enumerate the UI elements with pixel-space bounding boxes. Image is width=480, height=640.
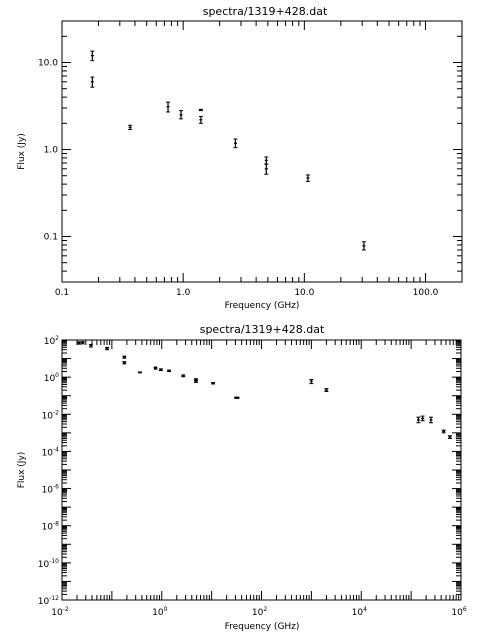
x-tick-label: 100 <box>152 606 167 618</box>
x-tick-label: 106 <box>451 606 466 618</box>
plot-frame <box>61 20 463 283</box>
y-tick-label: 10-6 <box>42 484 60 496</box>
y-tick-label: 10-10 <box>38 558 59 570</box>
y-tick-label: 100 <box>44 372 59 384</box>
data-series <box>90 50 366 251</box>
top-panel: spectra/1319+428.dat 0.1 1.0 10.0 100.0 0.1… <box>17 5 463 311</box>
y-tick-label: 10-4 <box>42 446 60 458</box>
y-tick-label: 10.0 <box>38 59 58 69</box>
y-tick-label: 10-12 <box>38 595 59 607</box>
y-tick-label: 0.1 <box>44 233 58 243</box>
x-tick-label: 10-2 <box>51 606 69 618</box>
y-tick-label: 10-2 <box>42 409 60 421</box>
bottom-panel: spectra/1319+428.dat 10-2 100 102 104 106 10… <box>17 323 467 632</box>
y-axis-ticks: 10-12 10-10 10-8 10-6 10-4 10-2 100 102 <box>38 335 461 607</box>
chart-title: spectra/1319+428.dat <box>203 5 328 18</box>
plot-frame <box>61 339 462 601</box>
y-tick-label: 1.0 <box>44 146 59 156</box>
y-axis-label: Flux (Jy) <box>17 133 27 170</box>
y-tick-label: 102 <box>44 335 59 347</box>
x-tick-label: 10.0 <box>294 288 314 298</box>
y-tick-label: 10-8 <box>42 521 60 533</box>
x-tick-label: 104 <box>352 606 367 618</box>
x-tick-label: 1.0 <box>176 288 191 298</box>
x-tick-label: 0.1 <box>55 288 69 298</box>
y-axis-ticks: 0.1 1.0 10.0 <box>38 20 462 283</box>
x-axis-label: Frequency (GHz) <box>225 622 300 632</box>
x-tick-label: 100.0 <box>413 288 439 298</box>
data-series <box>77 341 452 439</box>
x-axis-label: Frequency (GHz) <box>225 301 300 311</box>
y-axis-label: Flux (Jy) <box>17 452 27 489</box>
x-axis-ticks: 0.1 1.0 10.0 100.0 <box>55 21 463 298</box>
x-axis-ticks: 10-2 100 102 104 106 <box>51 340 467 618</box>
x-tick-label: 102 <box>252 606 267 618</box>
chart-title: spectra/1319+428.dat <box>200 323 325 336</box>
